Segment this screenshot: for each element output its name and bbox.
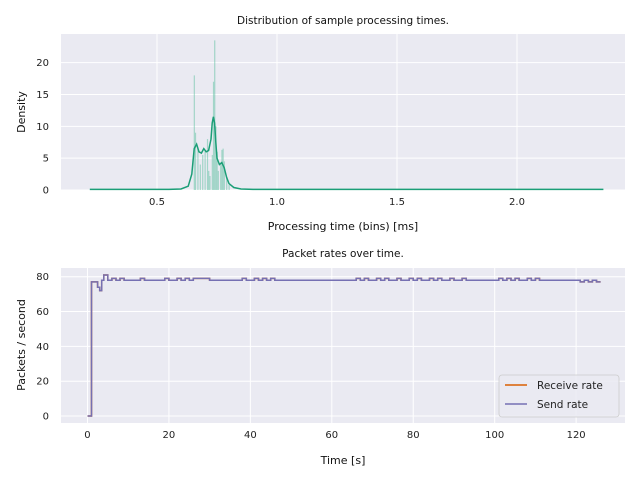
histogram-bar — [194, 132, 197, 190]
histogram-bar — [226, 177, 228, 190]
y-tick-label: 20 — [36, 58, 49, 69]
x-tick-label: 120 — [567, 430, 586, 441]
histogram-bars — [193, 40, 230, 191]
y-tick-label: 80 — [36, 272, 49, 283]
histogram-bar — [193, 75, 195, 190]
y-tick-label: 60 — [36, 307, 49, 318]
histogram-bar — [214, 40, 216, 191]
histogram-y-ticks: 0 5 10 15 20 — [36, 58, 49, 196]
legend-label-receive-rate: Receive rate — [537, 380, 603, 392]
packet-rates-y-axis-label: Packets / second — [15, 299, 28, 391]
histogram-chart: 0.5 1.0 1.5 2.0 0 5 10 15 20 Distribution of sa… — [15, 15, 625, 233]
send-rate-line — [87, 274, 601, 417]
x-tick-label: 0.5 — [149, 197, 165, 208]
histogram-x-axis-label: Processing time (bins) [ms] — [268, 220, 418, 233]
y-tick-label: 40 — [36, 342, 49, 353]
y-tick-label: 10 — [36, 122, 49, 133]
histogram-bar — [228, 184, 230, 190]
histogram-bar — [208, 170, 210, 190]
histogram-x-ticks: 0.5 1.0 1.5 2.0 — [149, 197, 525, 208]
histogram-bar — [216, 151, 218, 190]
legend-label-send-rate: Send rate — [537, 399, 588, 411]
histogram-bar — [217, 170, 219, 190]
legend: Receive rate Send rate — [498, 374, 620, 418]
legend-box — [498, 374, 620, 418]
packet-rates-x-ticks: 0 20 40 60 80 100 120 — [84, 430, 585, 441]
y-tick-label: 0 — [43, 186, 49, 197]
packet-rates-series-lines — [87, 274, 601, 417]
packet-rates-y-ticks: 0 20 40 60 80 — [36, 272, 49, 422]
y-tick-label: 5 — [43, 154, 49, 165]
histogram-bar — [222, 148, 224, 190]
x-tick-label: 2.0 — [509, 197, 525, 208]
histogram-bar — [209, 175, 211, 190]
histogram-bar — [211, 154, 213, 190]
histogram-title: Distribution of sample processing times. — [237, 15, 449, 27]
packet-rates-chart: 0 20 40 60 80 100 120 0 20 40 60 80 Packet rates o… — [15, 248, 625, 467]
y-tick-label: 20 — [36, 377, 49, 388]
histogram-bar — [212, 81, 215, 190]
histogram-bar — [204, 150, 206, 190]
histogram-bar — [215, 126, 217, 190]
packet-rates-x-axis-label: Time [s] — [320, 454, 366, 467]
x-tick-label: 100 — [485, 430, 504, 441]
histogram-plot-area — [61, 34, 625, 190]
x-tick-label: 20 — [163, 430, 176, 441]
packet-rates-title: Packet rates over time. — [282, 248, 404, 260]
x-tick-label: 60 — [325, 430, 338, 441]
histogram-bar — [220, 164, 222, 190]
histogram-y-axis-label: Density — [15, 91, 28, 133]
x-tick-label: 80 — [407, 430, 420, 441]
x-tick-label: 1.0 — [269, 197, 285, 208]
kde-curve — [89, 116, 604, 191]
histogram-bar — [206, 139, 209, 190]
x-tick-label: 0 — [84, 430, 90, 441]
y-tick-label: 0 — [43, 412, 49, 423]
histogram-kde-line — [89, 116, 604, 191]
histogram-bar — [197, 148, 199, 190]
histogram-bar — [221, 149, 223, 190]
y-tick-label: 15 — [36, 90, 49, 101]
histogram-bar — [202, 154, 204, 190]
histogram-bar — [223, 161, 225, 190]
x-tick-label: 40 — [244, 430, 257, 441]
histogram-bar — [199, 164, 201, 190]
x-tick-label: 1.5 — [389, 197, 405, 208]
